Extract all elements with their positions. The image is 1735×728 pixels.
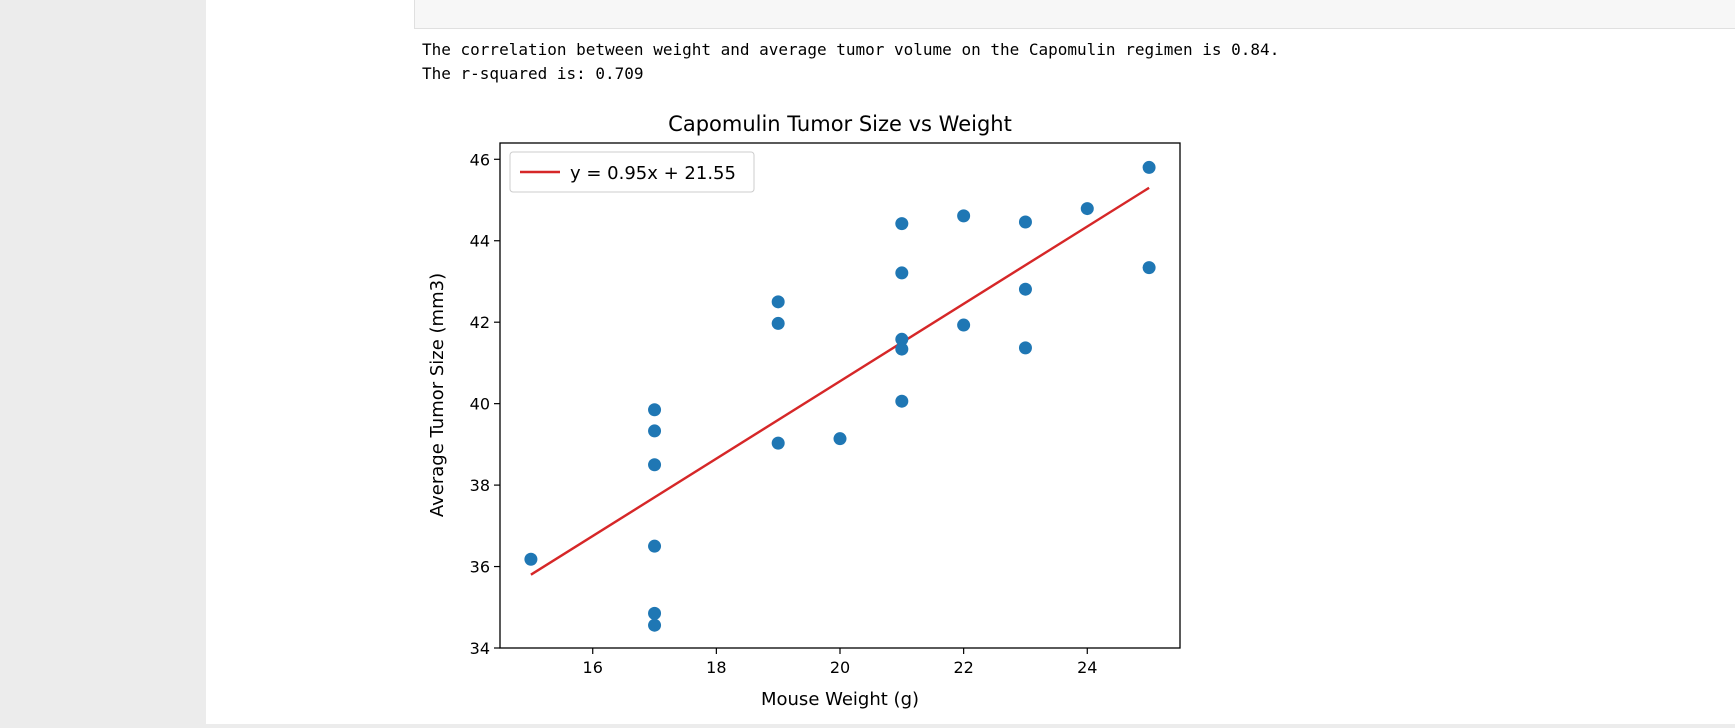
data-point: [895, 394, 909, 408]
scatter-plot-svg: Capomulin Tumor Size vs Weight 34 36 38 40 4…: [427, 112, 1181, 710]
data-point: [771, 316, 785, 330]
data-point: [1018, 215, 1032, 229]
correlation-output-line: The correlation between weight and avera…: [422, 40, 1280, 59]
x-tick-label: 18: [706, 658, 726, 677]
data-point: [957, 209, 971, 223]
y-tick-label: 44: [470, 232, 490, 251]
data-point: [833, 432, 847, 446]
data-point: [957, 318, 971, 332]
left-gutter: [0, 0, 206, 724]
x-tick-label: 24: [1077, 658, 1097, 677]
scatter-plot: Capomulin Tumor Size vs Weight 34 36 38 40 4…: [420, 104, 1200, 728]
legend-box: [509, 151, 755, 193]
x-axis-label: Mouse Weight (g): [761, 689, 919, 710]
r-squared-output-line: The r-squared is: 0.709: [422, 64, 644, 83]
regression-line: [530, 186, 1150, 576]
data-point: [1142, 261, 1156, 275]
x-tick-label: 16: [583, 658, 603, 677]
y-tick-label: 40: [470, 395, 490, 414]
axes-frame: [499, 142, 1181, 649]
data-point: [648, 424, 662, 438]
legend: y = 0.95x + 21.55: [509, 151, 755, 193]
data-point: [771, 436, 785, 450]
x-tick-label: 20: [830, 658, 850, 677]
previous-code-cell[interactable]: [414, 0, 1735, 29]
data-point: [895, 332, 909, 346]
x-tick-label: 22: [953, 658, 973, 677]
cell-output-text: The correlation between weight and avera…: [422, 38, 1279, 86]
data-point: [771, 295, 785, 309]
data-point: [895, 217, 909, 231]
data-point: [524, 552, 538, 566]
legend-label: y = 0.95x + 21.55: [570, 163, 736, 184]
y-tick-label: 34: [470, 639, 490, 658]
data-point: [648, 618, 662, 632]
data-point: [1142, 160, 1156, 174]
data-point: [895, 266, 909, 280]
data-points: [524, 160, 1156, 632]
y-tick-label: 36: [470, 558, 490, 577]
data-point: [1018, 341, 1032, 355]
y-axis-label: Average Tumor Size (mm3): [427, 273, 448, 517]
y-axis-ticks: 34 36 38 40 42 44 46: [470, 150, 500, 658]
data-point: [648, 458, 662, 472]
data-point: [1080, 202, 1094, 216]
data-point: [895, 342, 909, 356]
x-axis-ticks: 16 18 20 22 24: [583, 648, 1097, 677]
data-point: [648, 403, 662, 417]
data-point: [648, 606, 662, 620]
y-tick-label: 46: [470, 150, 490, 169]
y-tick-label: 42: [470, 313, 490, 332]
data-point: [1018, 282, 1032, 296]
notebook-area: [206, 0, 1735, 724]
chart-title: Capomulin Tumor Size vs Weight: [668, 112, 1012, 136]
data-point: [648, 539, 662, 553]
y-tick-label: 38: [470, 476, 490, 495]
